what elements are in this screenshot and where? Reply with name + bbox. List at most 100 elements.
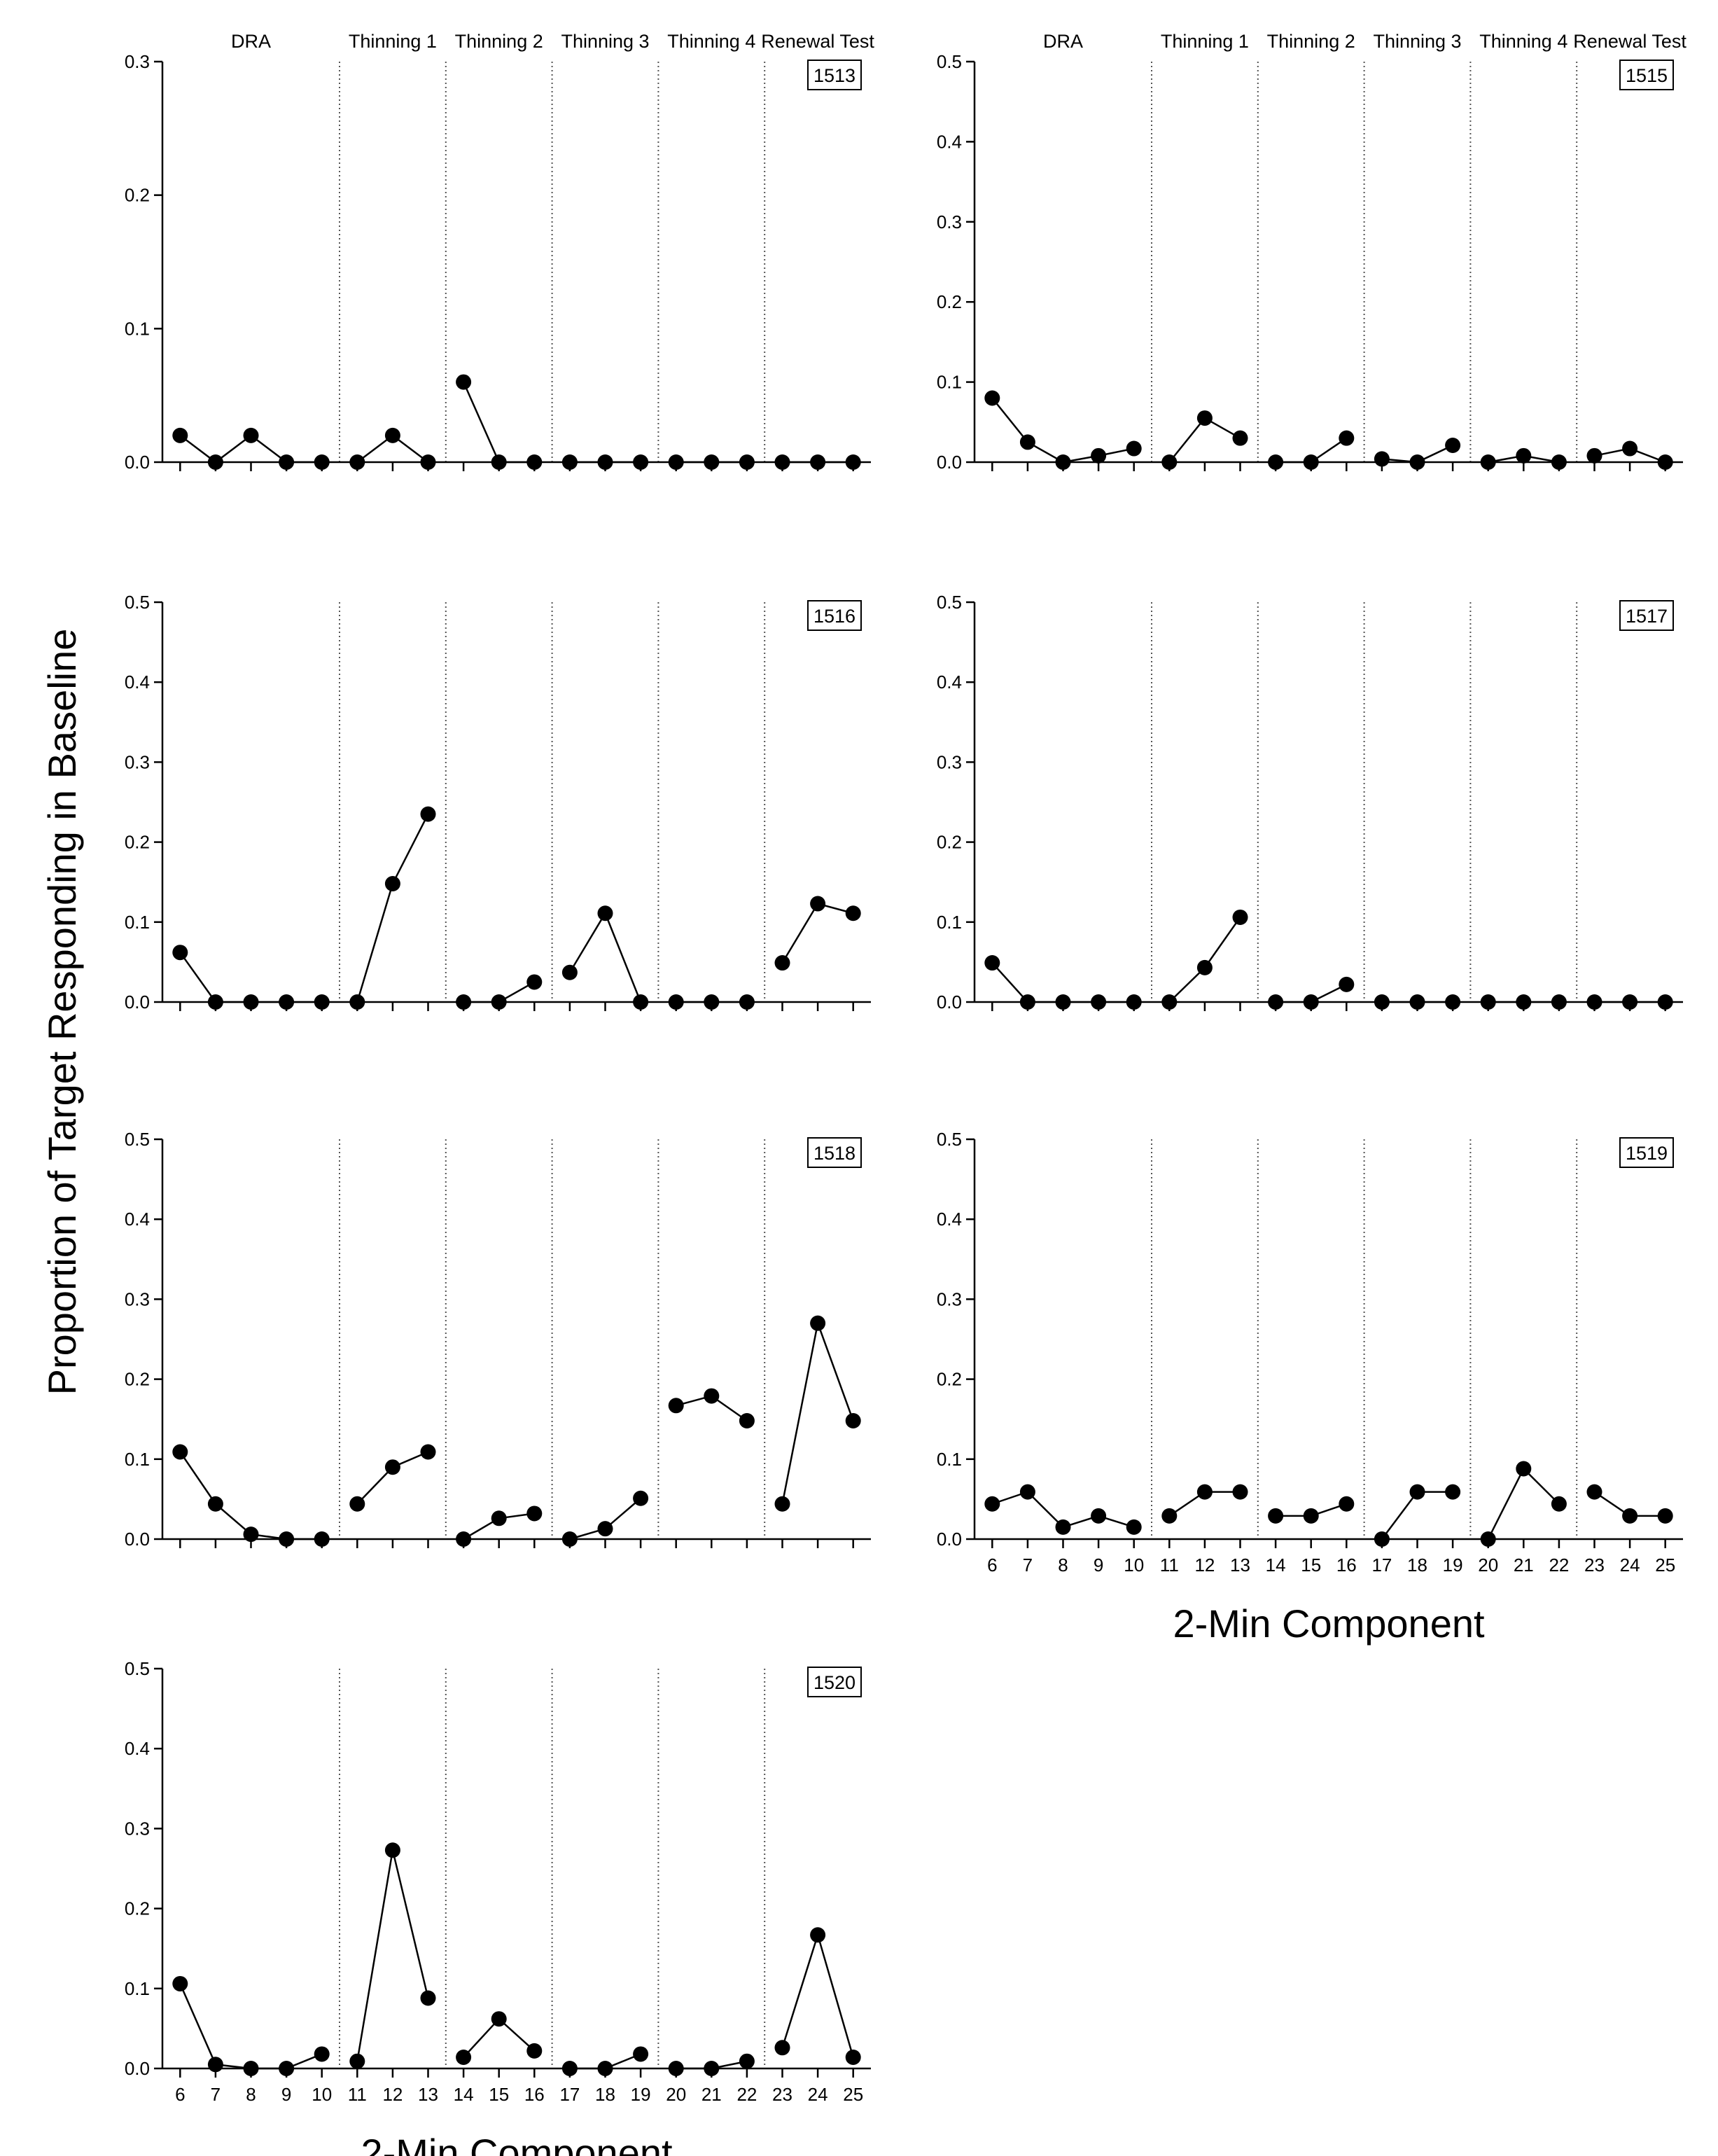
subject-label: 1516 [813, 606, 855, 627]
data-point [1657, 1508, 1673, 1524]
x-tick-label: 15 [1301, 1555, 1321, 1576]
x-tick-label: 7 [211, 2084, 221, 2105]
x-tick-label: 8 [246, 2084, 256, 2105]
x-tick-label: 14 [454, 2084, 474, 2105]
y-tick-label: 0.3 [937, 1288, 962, 1309]
data-point [739, 994, 755, 1010]
data-point [314, 994, 330, 1010]
x-tick-label: 11 [1160, 1555, 1179, 1576]
y-tick-label: 0.1 [937, 912, 962, 933]
x-tick-label: 10 [312, 2084, 332, 2105]
data-point [1196, 1484, 1213, 1500]
x-axis-title: 2-Min Component [1173, 1601, 1485, 1646]
data-point [1019, 1484, 1035, 1500]
data-point [491, 994, 507, 1010]
data-point [984, 390, 1000, 406]
data-point [349, 2053, 365, 2069]
data-point [1480, 1531, 1496, 1547]
data-point [1019, 434, 1035, 450]
x-tick-label: 12 [382, 2084, 403, 2105]
subject-label: 1513 [813, 65, 855, 86]
data-point [1091, 447, 1107, 464]
data-point [668, 454, 684, 470]
phase-label: Renewal Test [1573, 31, 1686, 52]
data-point [243, 994, 259, 1010]
figure-y-axis-title: Proportion of Target Responding in Basel… [40, 629, 84, 1396]
data-point [739, 1412, 755, 1428]
x-tick-label: 25 [843, 2084, 863, 2105]
y-tick-label: 0.4 [937, 1209, 962, 1230]
data-point [1409, 1484, 1425, 1500]
data-point [845, 905, 861, 921]
x-tick-label: 9 [281, 2084, 291, 2105]
data-point [420, 454, 436, 470]
data-point [668, 2061, 684, 2076]
y-tick-label: 0.2 [125, 185, 150, 206]
series-line [781, 903, 854, 964]
data-point [1374, 451, 1390, 467]
y-tick-label: 0.5 [937, 1129, 962, 1150]
data-point [1303, 454, 1319, 470]
data-point [1480, 994, 1496, 1010]
data-point [172, 1975, 188, 1991]
panels-group: 0.0 0.1 0.2 0.3 DRA Thinning 1 Thinning 2 Thinn… [125, 31, 1687, 2156]
subject-label-box [1619, 1137, 1674, 1168]
y-tick-label: 0.4 [125, 1738, 150, 1759]
x-tick-label: 21 [701, 2084, 722, 2105]
data-point [1303, 1508, 1319, 1524]
data-point [1657, 454, 1673, 470]
data-point [597, 2061, 613, 2076]
data-point [561, 454, 578, 470]
x-tick-label: 22 [1549, 1555, 1569, 1576]
data-point [1516, 994, 1532, 1010]
y-tick-label: 0.3 [125, 51, 150, 72]
phase-label: Thinning 2 [1267, 31, 1355, 52]
phase-label: Thinning 3 [1373, 31, 1461, 52]
data-point [172, 427, 188, 443]
data-point [1339, 976, 1355, 992]
data-point [1055, 994, 1071, 1010]
x-tick-label: 17 [559, 2084, 580, 2105]
data-point [633, 1490, 649, 1506]
data-point [1196, 410, 1213, 426]
data-point [1091, 1508, 1107, 1524]
data-point [207, 2057, 223, 2073]
data-point [1374, 1531, 1390, 1547]
data-point [456, 374, 472, 390]
data-point [1374, 994, 1390, 1010]
phase-label: Thinning 4 [1479, 31, 1567, 52]
x-tick-label: 22 [736, 2084, 757, 2105]
y-tick-label: 0.3 [937, 751, 962, 772]
data-point [420, 1990, 436, 2006]
data-point [597, 454, 613, 470]
y-tick-label: 0.1 [937, 372, 962, 393]
subject-label-box [807, 60, 862, 90]
phase-label: DRA [1043, 31, 1083, 52]
data-point [845, 454, 861, 470]
data-point [349, 1496, 365, 1512]
phase-label: Renewal Test [761, 31, 874, 52]
data-point [526, 1505, 543, 1522]
data-point [1196, 959, 1213, 975]
panel-1516: 0.0 0.1 0.2 0.3 0.4 0.5 1516 [125, 592, 871, 1013]
subject-label-box [807, 600, 862, 631]
y-tick-label: 0.2 [937, 832, 962, 853]
y-tick-label: 0.5 [937, 592, 962, 613]
phase-label: Thinning 1 [1161, 31, 1249, 52]
data-point [526, 974, 543, 990]
x-tick-label: 8 [1058, 1555, 1068, 1576]
data-point [279, 454, 295, 470]
x-tick-label: 14 [1266, 1555, 1286, 1576]
subject-label-box [807, 1137, 862, 1168]
series-line [568, 911, 642, 1003]
data-point [207, 454, 223, 470]
y-tick-label: 0.4 [125, 1209, 150, 1230]
data-point [384, 1842, 400, 1858]
data-point [1551, 994, 1567, 1010]
y-tick-label: 0.2 [937, 1369, 962, 1390]
panel-1518: 0.0 0.1 0.2 0.3 0.4 0.5 1518 [125, 1129, 871, 1550]
data-point [1339, 430, 1355, 446]
data-point [774, 1496, 790, 1512]
y-tick-label: 0.2 [125, 832, 150, 853]
